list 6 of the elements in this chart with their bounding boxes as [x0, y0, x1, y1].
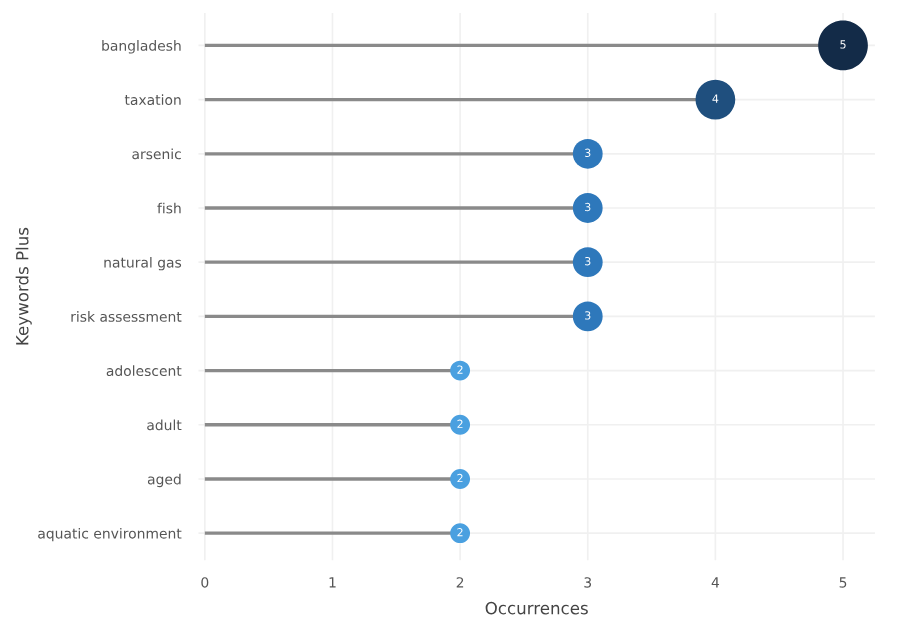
point: [572, 193, 603, 223]
point: [572, 247, 603, 278]
point: [572, 138, 603, 169]
point: [572, 301, 603, 332]
x-axis-title: Occurrences: [485, 601, 588, 615]
y-axis-title: Keywords Plus: [15, 227, 32, 345]
